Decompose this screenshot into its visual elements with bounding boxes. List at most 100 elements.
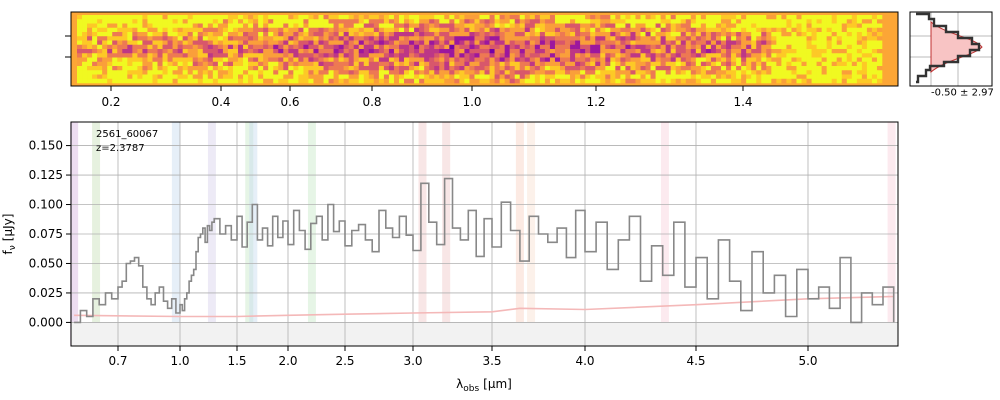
heatmap-cell bbox=[238, 70, 244, 75]
heatmap-cell bbox=[705, 27, 712, 33]
heatmap-cell bbox=[781, 32, 787, 37]
heatmap-cell bbox=[248, 61, 254, 67]
heatmap-cell bbox=[766, 53, 772, 58]
heatmap-cell bbox=[650, 70, 656, 75]
heatmap-cell bbox=[876, 15, 883, 20]
heatmap-cell bbox=[851, 36, 858, 41]
heatmap-cell bbox=[851, 40, 858, 46]
heatmap-cell bbox=[499, 19, 505, 24]
heatmap-cell bbox=[288, 15, 294, 20]
heatmap-cell bbox=[243, 49, 249, 54]
heatmap-cell bbox=[846, 49, 853, 54]
heatmap-cell bbox=[866, 66, 873, 71]
heatmap-cell bbox=[695, 61, 702, 67]
heatmap-cell bbox=[283, 15, 289, 20]
heatmap-cell bbox=[645, 78, 651, 84]
heatmap-cell bbox=[610, 70, 616, 75]
heatmap-cell bbox=[97, 19, 103, 24]
heatmap-cell bbox=[831, 78, 838, 84]
heatmap-cell bbox=[383, 36, 390, 41]
heatmap-cell bbox=[816, 70, 822, 75]
heatmap-cell bbox=[544, 57, 551, 63]
heatmap-cell bbox=[187, 57, 194, 63]
heatmap-cell bbox=[766, 15, 772, 20]
heatmap-cell bbox=[655, 78, 661, 84]
heatmap-cell bbox=[776, 32, 782, 37]
heatmap-cell bbox=[373, 49, 380, 54]
heatmap-cell bbox=[393, 78, 400, 84]
heatmap-cell bbox=[675, 27, 682, 33]
heatmap-cell bbox=[801, 78, 807, 84]
heatmap-cell bbox=[222, 70, 229, 75]
heatmap-cell bbox=[519, 27, 526, 33]
heatmap-cell bbox=[570, 36, 576, 41]
heatmap-cell bbox=[383, 40, 390, 46]
heatmap-cell bbox=[77, 66, 83, 71]
heatmap-cell bbox=[836, 49, 843, 54]
heatmap-cell bbox=[731, 44, 737, 50]
heatmap-cell bbox=[791, 61, 797, 67]
heatmap-cell bbox=[182, 32, 188, 37]
heatmap-cell bbox=[635, 53, 641, 58]
heatmap-cell bbox=[263, 49, 269, 54]
heatmap-cell bbox=[665, 57, 671, 63]
heatmap-cell bbox=[157, 78, 163, 84]
heatmap-cell bbox=[429, 23, 435, 29]
heatmap-cell bbox=[655, 27, 661, 33]
heatmap-cell bbox=[731, 61, 737, 67]
heatmap-cell bbox=[469, 66, 475, 71]
heatmap-cell bbox=[192, 53, 199, 58]
heatmap-cell bbox=[675, 32, 682, 37]
heatmap-cell bbox=[861, 40, 868, 46]
heatmap-cell bbox=[766, 74, 772, 80]
heatmap-cell bbox=[87, 44, 93, 50]
x-axis-label-subscript: obs bbox=[463, 384, 479, 394]
heatmap-cell bbox=[127, 36, 133, 41]
heatmap-cell bbox=[318, 49, 324, 54]
heatmap-cell bbox=[700, 49, 707, 54]
heatmap-cell bbox=[137, 49, 143, 54]
heatmap-cell bbox=[851, 61, 858, 67]
heatmap-cell bbox=[293, 19, 299, 24]
heatmap-cell bbox=[539, 78, 546, 84]
heatmap-cell bbox=[263, 27, 269, 33]
heatmap-cell bbox=[82, 70, 88, 75]
heatmap-cell bbox=[459, 74, 465, 80]
heatmap-cell bbox=[756, 27, 762, 33]
heatmap-cell bbox=[831, 44, 838, 50]
heatmap-cell bbox=[293, 57, 299, 63]
heatmap-cell bbox=[278, 78, 284, 84]
heatmap-cell bbox=[454, 23, 460, 29]
heatmap-cell bbox=[182, 36, 188, 41]
heatmap-x-tick-label: 1.0 bbox=[462, 95, 481, 109]
heatmap-cell bbox=[368, 53, 375, 58]
heatmap-cell bbox=[776, 27, 782, 33]
heatmap-cell bbox=[308, 49, 314, 54]
heatmap-cell bbox=[826, 61, 832, 67]
heatmap-cell bbox=[650, 74, 656, 80]
heatmap-cell bbox=[690, 44, 697, 50]
heatmap-cell bbox=[97, 70, 103, 75]
heatmap-cell bbox=[484, 61, 490, 67]
heatmap-cell bbox=[786, 19, 792, 24]
heatmap-cell bbox=[454, 74, 460, 80]
heatmap-cell bbox=[318, 78, 324, 84]
heatmap-cell bbox=[283, 70, 289, 75]
heatmap-cell bbox=[464, 36, 470, 41]
heatmap-cell bbox=[107, 32, 113, 37]
heatmap-cell bbox=[675, 19, 682, 24]
heatmap-cell bbox=[685, 70, 692, 75]
heatmap-cell bbox=[821, 44, 827, 50]
heatmap-cell bbox=[831, 23, 838, 29]
heatmap-cell bbox=[243, 44, 249, 50]
heatmap-cell bbox=[474, 66, 480, 71]
heatmap-cell bbox=[675, 70, 682, 75]
heatmap-cell bbox=[227, 57, 234, 63]
heatmap-cell bbox=[429, 15, 435, 20]
heatmap-cell bbox=[439, 49, 445, 54]
heatmap-cell bbox=[323, 49, 329, 54]
heatmap-cell bbox=[293, 27, 299, 33]
heatmap-cell bbox=[524, 66, 531, 71]
heatmap-cell bbox=[449, 74, 455, 80]
heatmap-cell bbox=[293, 32, 299, 37]
